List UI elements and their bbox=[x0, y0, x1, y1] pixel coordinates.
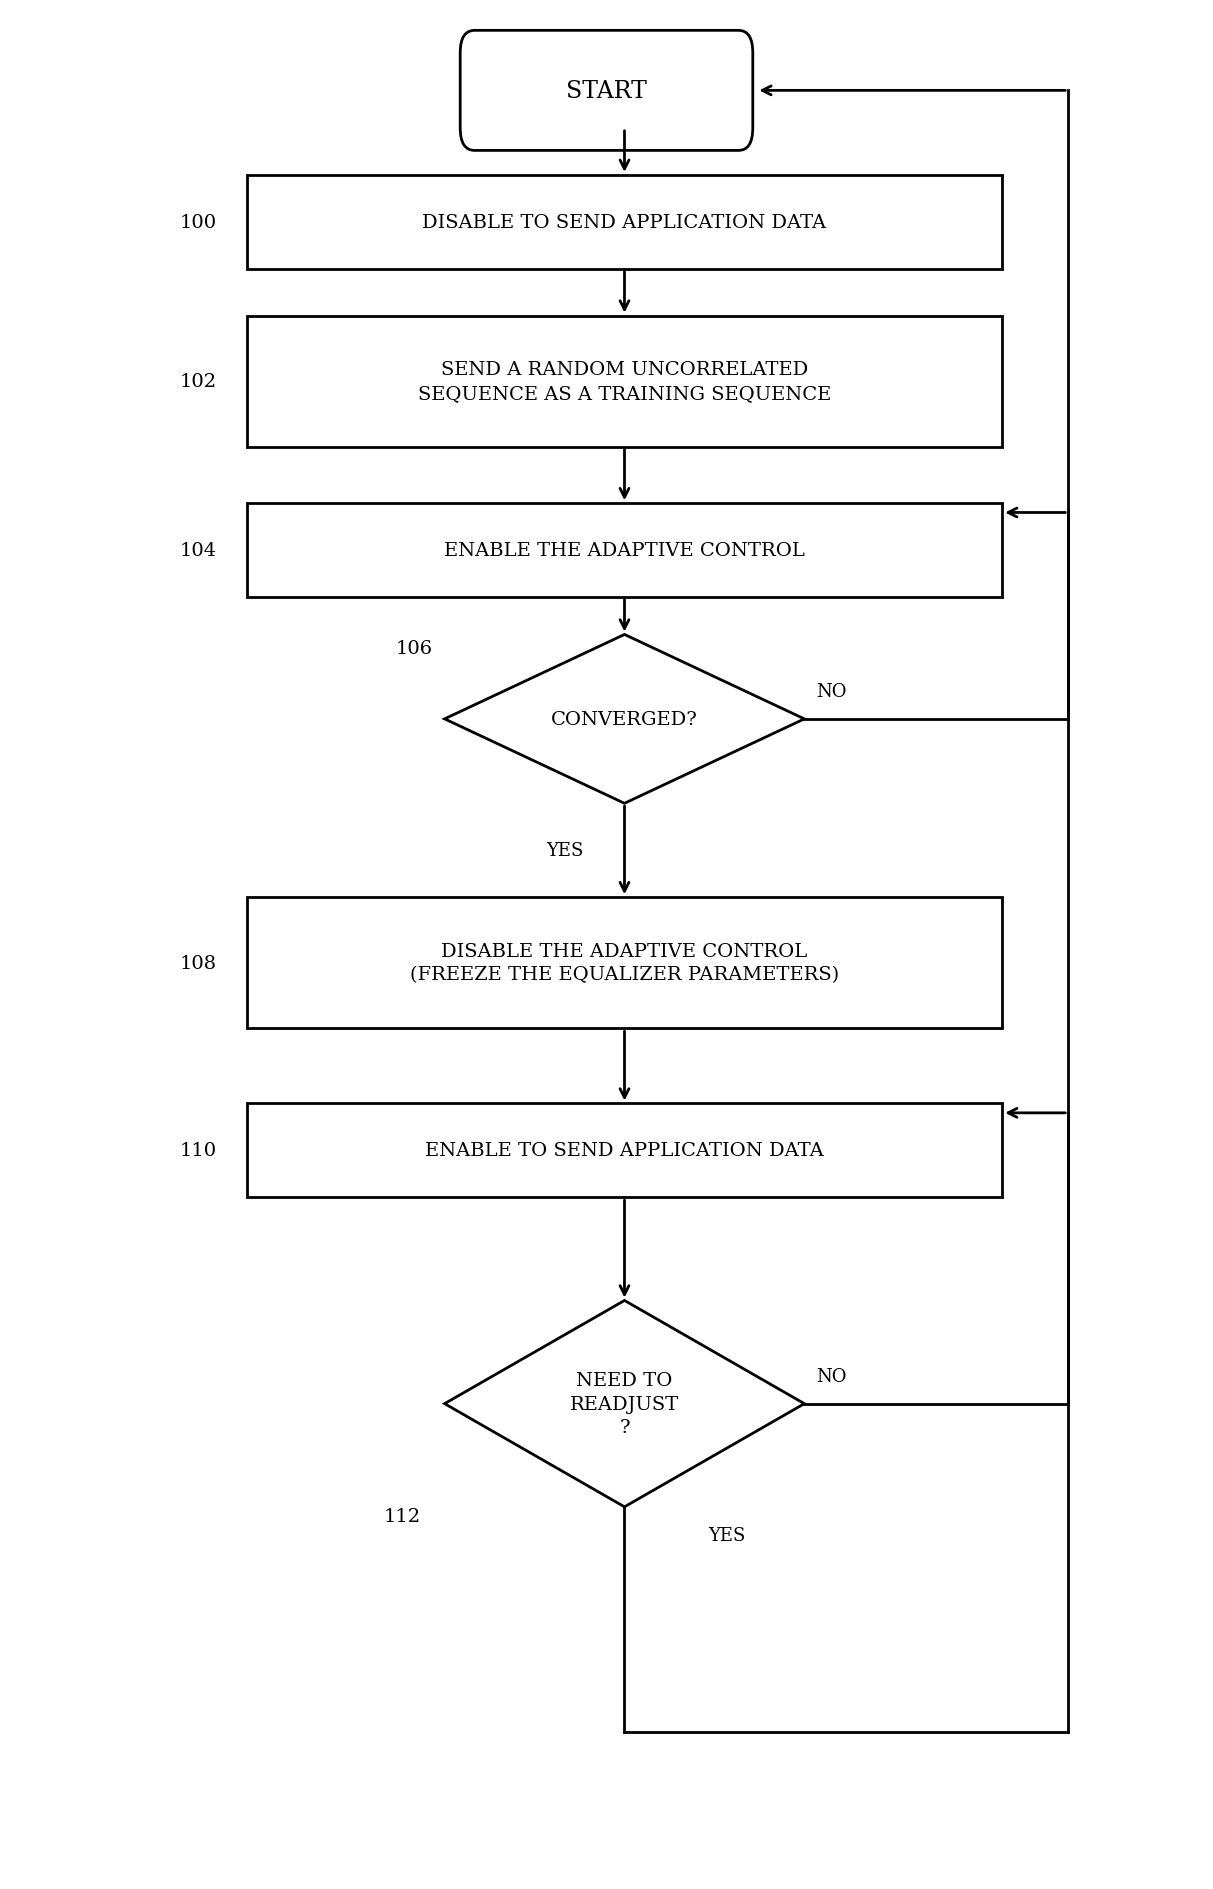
Text: ENABLE TO SEND APPLICATION DATA: ENABLE TO SEND APPLICATION DATA bbox=[425, 1141, 824, 1160]
Text: CONVERGED?: CONVERGED? bbox=[551, 710, 697, 729]
Text: 110: 110 bbox=[180, 1141, 217, 1160]
Text: NEED TO
READJUST
?: NEED TO READJUST ? bbox=[570, 1371, 679, 1436]
Text: DISABLE THE ADAPTIVE CONTROL
(FREEZE THE EQUALIZER PARAMETERS): DISABLE THE ADAPTIVE CONTROL (FREEZE THE… bbox=[410, 943, 839, 984]
Text: 112: 112 bbox=[383, 1507, 421, 1526]
Text: START: START bbox=[566, 79, 647, 102]
Text: NO: NO bbox=[816, 1368, 847, 1385]
Text: 100: 100 bbox=[180, 213, 217, 232]
Polygon shape bbox=[445, 1302, 804, 1507]
Text: NO: NO bbox=[816, 682, 847, 701]
Text: SEND A RANDOM UNCORRELATED
SEQUENCE AS A TRAINING SEQUENCE: SEND A RANDOM UNCORRELATED SEQUENCE AS A… bbox=[417, 361, 831, 402]
Bar bbox=[246, 1103, 1002, 1198]
FancyBboxPatch shape bbox=[460, 32, 753, 151]
Bar bbox=[246, 315, 1002, 448]
Text: ENABLE THE ADAPTIVE CONTROL: ENABLE THE ADAPTIVE CONTROL bbox=[444, 542, 805, 559]
Text: 102: 102 bbox=[180, 372, 217, 391]
Text: 104: 104 bbox=[180, 542, 217, 559]
Text: 108: 108 bbox=[180, 954, 217, 973]
Bar bbox=[246, 897, 1002, 1030]
Text: DISABLE TO SEND APPLICATION DATA: DISABLE TO SEND APPLICATION DATA bbox=[422, 213, 826, 232]
Text: YES: YES bbox=[708, 1526, 746, 1543]
Bar bbox=[246, 504, 1002, 597]
Polygon shape bbox=[445, 635, 804, 805]
Text: 106: 106 bbox=[395, 638, 433, 657]
Text: YES: YES bbox=[546, 842, 583, 859]
Bar bbox=[246, 176, 1002, 270]
